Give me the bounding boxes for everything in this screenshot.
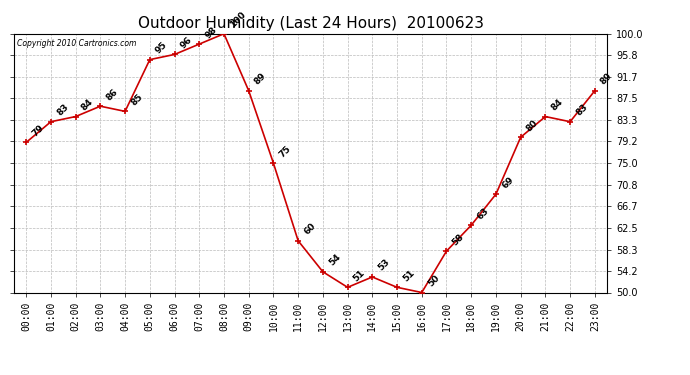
Text: 96: 96 (179, 35, 194, 50)
Text: 69: 69 (500, 175, 515, 190)
Text: Copyright 2010 Cartronics.com: Copyright 2010 Cartronics.com (17, 39, 136, 48)
Text: 54: 54 (327, 252, 342, 268)
Text: 58: 58 (451, 232, 466, 247)
Text: 60: 60 (302, 222, 317, 237)
Text: 53: 53 (377, 258, 392, 273)
Text: 79: 79 (30, 123, 46, 138)
Text: 86: 86 (104, 87, 119, 102)
Text: 83: 83 (574, 102, 589, 117)
Text: 51: 51 (401, 268, 416, 283)
Text: 50: 50 (426, 273, 441, 288)
Text: 51: 51 (352, 268, 367, 283)
Text: 84: 84 (549, 97, 565, 112)
Text: 84: 84 (80, 97, 95, 112)
Text: 95: 95 (154, 40, 169, 56)
Text: 98: 98 (204, 25, 219, 40)
Text: 100: 100 (228, 10, 248, 30)
Text: 75: 75 (277, 144, 293, 159)
Text: 80: 80 (525, 118, 540, 133)
Text: 83: 83 (55, 102, 70, 117)
Text: 85: 85 (129, 92, 144, 107)
Text: 89: 89 (253, 71, 268, 87)
Title: Outdoor Humidity (Last 24 Hours)  20100623: Outdoor Humidity (Last 24 Hours) 2010062… (137, 16, 484, 31)
Text: 63: 63 (475, 206, 491, 221)
Text: 89: 89 (599, 71, 614, 87)
